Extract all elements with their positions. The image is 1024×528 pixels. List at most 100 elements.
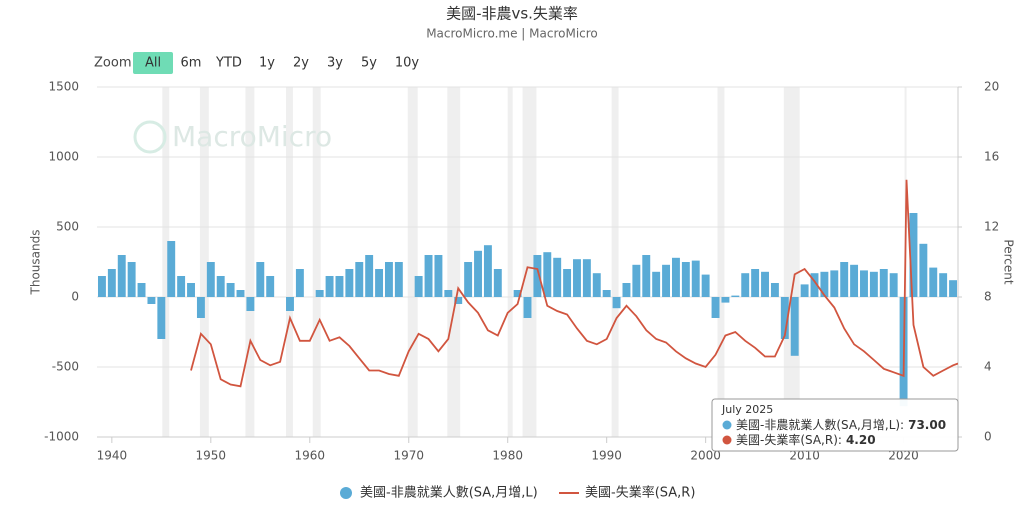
bar — [444, 290, 453, 297]
y-axis-title: Thousands — [29, 230, 43, 296]
y-tick-label: 0 — [71, 290, 79, 304]
bar — [236, 290, 245, 297]
bar — [523, 297, 532, 318]
bar — [622, 283, 631, 297]
bar — [761, 271, 769, 297]
bar — [731, 295, 740, 297]
x-tick-label: 1980 — [492, 449, 523, 463]
bar — [879, 269, 888, 297]
y2-tick-label: 0 — [984, 430, 992, 444]
chart-subtitle: MacroMicro.me | MacroMicro — [426, 27, 598, 41]
zoom-button[interactable]: 2y — [293, 56, 309, 71]
bar — [493, 269, 502, 297]
bar — [384, 262, 393, 297]
zoom-button-label: 10y — [395, 56, 420, 71]
x-tick-label: 2010 — [789, 449, 820, 463]
bar — [681, 262, 690, 297]
zoom-button[interactable]: 6m — [181, 56, 202, 71]
recession-band — [783, 87, 800, 437]
tooltip-marker — [722, 420, 732, 430]
tooltip-item: 美國-失業率(SA,R): 4.20 — [736, 432, 876, 447]
bar — [850, 264, 859, 297]
recession-band — [245, 87, 255, 437]
y2-tick-label: 8 — [984, 290, 992, 304]
y2-axis-title: Percent — [1002, 239, 1016, 284]
zoom-button-label: 5y — [361, 56, 377, 71]
bar — [434, 255, 443, 297]
recession-band — [507, 87, 513, 437]
y-tick-label: 500 — [56, 220, 79, 234]
bar — [543, 252, 552, 297]
y2-tick-label: 16 — [984, 150, 999, 164]
bar — [751, 269, 760, 297]
y-tick-label: 1000 — [48, 150, 79, 164]
bar — [325, 276, 334, 297]
zoom-button[interactable]: 5y — [361, 56, 377, 71]
bar — [474, 250, 482, 297]
bar — [741, 273, 750, 297]
bar — [256, 262, 265, 297]
legend-label: 美國-失業率(SA,R) — [585, 485, 695, 501]
zoom-button[interactable]: 3y — [327, 56, 343, 71]
bar — [573, 259, 581, 297]
y2-tick-label: 20 — [984, 80, 999, 94]
bar — [226, 283, 235, 297]
recession-band — [199, 87, 209, 437]
bar — [365, 255, 374, 297]
legend-marker — [340, 487, 352, 499]
bar — [652, 271, 661, 297]
zoom-button-bg — [133, 52, 173, 74]
zoom-button-label: YTD — [215, 56, 242, 71]
zoom-button-label: 1y — [259, 56, 275, 71]
y2-tick-label: 12 — [984, 220, 999, 234]
bar — [117, 255, 126, 297]
bar — [206, 262, 215, 297]
bar — [770, 283, 779, 297]
x-tick-label: 1970 — [393, 449, 424, 463]
zoom-button-label: 6m — [181, 56, 202, 71]
y-tick-label: 1500 — [48, 80, 79, 94]
bar — [790, 297, 799, 356]
bar — [642, 255, 651, 297]
bar — [671, 257, 680, 297]
tooltip-label: 美國-失業率(SA,R): — [736, 432, 842, 447]
bar — [533, 255, 542, 297]
bar — [464, 262, 473, 297]
x-tick-label: 1950 — [196, 449, 227, 463]
recession-band — [611, 87, 619, 437]
recession-band — [717, 87, 725, 437]
bar — [167, 241, 176, 297]
zoom-button[interactable]: 10y — [395, 56, 420, 71]
recession-band — [522, 87, 537, 437]
bar — [612, 297, 621, 309]
y-tick-label: -1000 — [44, 430, 79, 444]
y-tick-label: -500 — [52, 360, 79, 374]
zoom-button[interactable]: 1y — [259, 56, 275, 71]
bar — [315, 290, 324, 297]
bar — [414, 276, 423, 297]
zoom-button-label: All — [145, 56, 161, 71]
bar — [820, 271, 829, 297]
bar — [889, 273, 898, 297]
x-tick-label: 1990 — [591, 449, 622, 463]
zoom-button[interactable]: YTD — [215, 56, 242, 71]
line — [190, 179, 958, 388]
zoom-button-label: 3y — [327, 56, 343, 71]
bar — [701, 274, 710, 297]
bar — [553, 257, 562, 297]
bar — [266, 276, 275, 297]
recession-band — [312, 87, 321, 437]
zoom-button[interactable]: All — [133, 52, 173, 74]
bar — [929, 267, 938, 297]
bar — [246, 297, 255, 311]
bar — [800, 284, 809, 297]
bar — [295, 269, 304, 297]
bar — [196, 297, 205, 318]
bar — [711, 297, 720, 318]
bar — [177, 276, 186, 297]
bar — [632, 264, 641, 297]
recession-band — [286, 87, 293, 437]
x-tick-label: 1960 — [295, 449, 326, 463]
bar — [721, 297, 730, 303]
bar — [483, 245, 492, 297]
